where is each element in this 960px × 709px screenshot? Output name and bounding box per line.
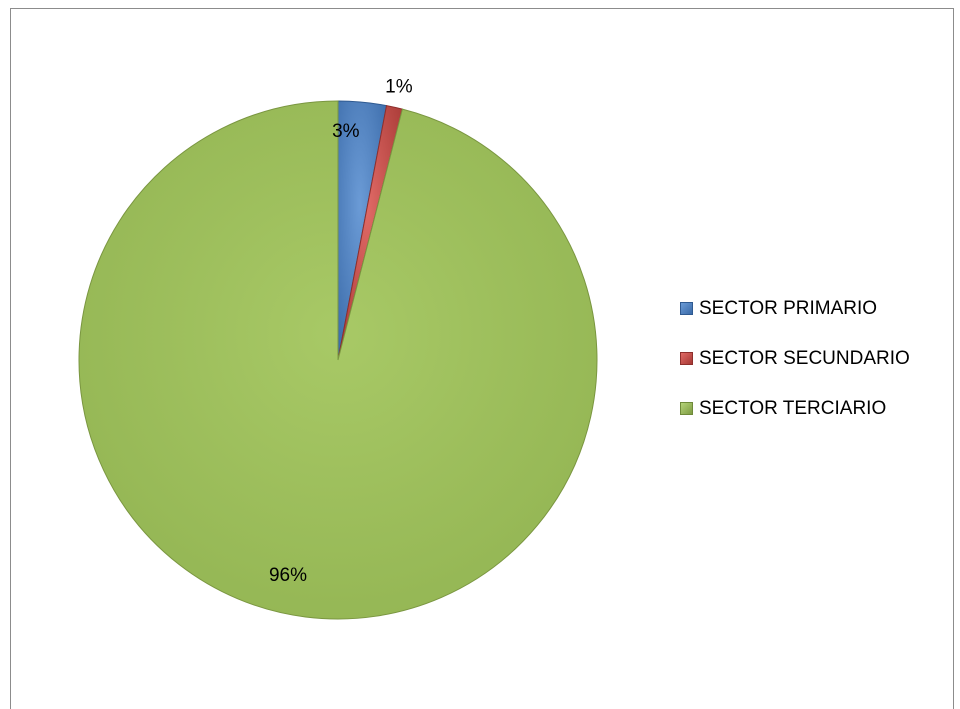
- legend-label: SECTOR PRIMARIO: [699, 297, 878, 319]
- legend-swatch-icon: [680, 352, 693, 365]
- legend-swatch-icon: [680, 302, 693, 315]
- legend-item-sector-secundario: SECTOR SECUNDARIO: [680, 346, 910, 371]
- legend-label: SECTOR TERCIARIO: [699, 397, 887, 419]
- data-label: 1%: [385, 77, 413, 98]
- pie-slice-sector-terciario: [78, 100, 598, 620]
- legend: SECTOR PRIMARIO SECTOR SECUNDARIO SECTOR…: [680, 296, 910, 446]
- legend-label: SECTOR SECUNDARIO: [699, 347, 910, 369]
- data-label: 3%: [332, 121, 360, 142]
- legend-item-sector-terciario: SECTOR TERCIARIO: [680, 396, 910, 421]
- legend-item-sector-primario: SECTOR PRIMARIO: [680, 296, 910, 321]
- legend-swatch-icon: [680, 402, 693, 415]
- data-label: 96%: [269, 565, 307, 586]
